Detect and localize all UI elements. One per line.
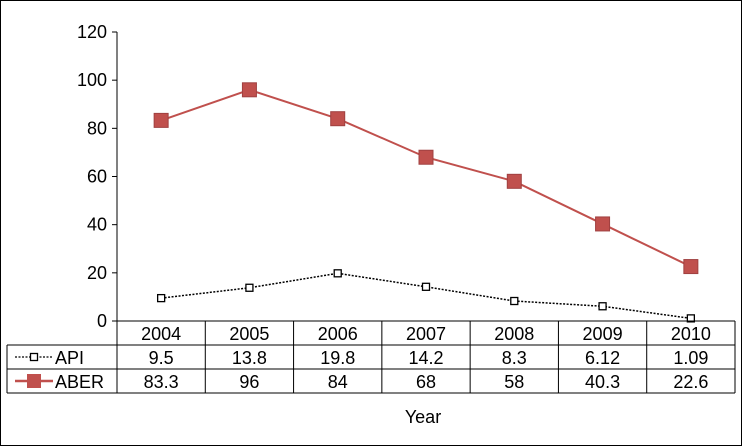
x-tick-label: 2009 <box>583 324 623 344</box>
data-label-aber: 84 <box>328 372 348 392</box>
data-label-api: 8.3 <box>502 348 527 368</box>
x-tick-label: 2004 <box>141 324 181 344</box>
series-line-aber <box>160 88 692 268</box>
data-point-aber <box>683 259 699 275</box>
data-label-aber: 58 <box>504 372 524 392</box>
y-tick-label: 80 <box>87 118 107 138</box>
data-label-aber: 96 <box>239 372 259 392</box>
x-tick-label: 2010 <box>671 324 711 344</box>
data-point-aber <box>418 149 434 165</box>
data-point-api <box>510 296 519 306</box>
y-tick-label: 120 <box>77 22 107 42</box>
data-label-api: 1.09 <box>673 348 708 368</box>
data-label-aber: 68 <box>416 372 436 392</box>
x-tick-label: 2006 <box>318 324 358 344</box>
data-label-aber: 83.3 <box>144 372 179 392</box>
data-point-api <box>598 302 607 311</box>
data-point-api <box>333 269 342 278</box>
data-point-api <box>156 293 166 303</box>
data-point-aber <box>595 216 611 232</box>
axes <box>112 31 118 322</box>
legend-label-api: API <box>55 348 84 368</box>
legend-marker-aber <box>27 374 41 388</box>
data-point-aber <box>153 112 169 128</box>
data-label-aber: 22.6 <box>673 372 708 392</box>
y-tick-label: 20 <box>87 263 107 283</box>
x-axis-title: Year <box>405 407 441 427</box>
y-tick-label: 40 <box>87 215 107 235</box>
data-point-api <box>421 282 431 291</box>
data-point-api <box>686 314 696 323</box>
x-tick-label: 2007 <box>406 324 446 344</box>
legend-marker-api <box>29 352 39 362</box>
data-point-aber <box>330 111 346 127</box>
y-tick-label: 0 <box>97 311 107 331</box>
data-point-aber <box>506 173 522 189</box>
data-table: 2004 2005 2006 2007 2008 2009 2010 API 9.5 13.8 19… <box>6 320 736 394</box>
legend-label-aber: ABER <box>55 372 104 392</box>
data-label-api: 6.12 <box>585 348 620 368</box>
data-label-api: 19.8 <box>320 348 355 368</box>
x-tick-label: 2008 <box>494 324 534 344</box>
series-line-api <box>161 272 691 320</box>
data-point-api <box>245 283 254 292</box>
series-markers <box>153 82 699 323</box>
y-tick-label: 100 <box>77 70 107 90</box>
data-label-api: 14.2 <box>408 348 443 368</box>
y-tick-labels: 0 20 40 60 80 100 120 <box>77 22 107 331</box>
data-point-aber <box>241 82 257 98</box>
x-tick-label: 2005 <box>229 324 269 344</box>
data-label-api: 13.8 <box>232 348 267 368</box>
data-label-api: 9.5 <box>149 348 174 368</box>
data-label-aber: 40.3 <box>585 372 620 392</box>
y-tick-label: 60 <box>87 167 107 187</box>
